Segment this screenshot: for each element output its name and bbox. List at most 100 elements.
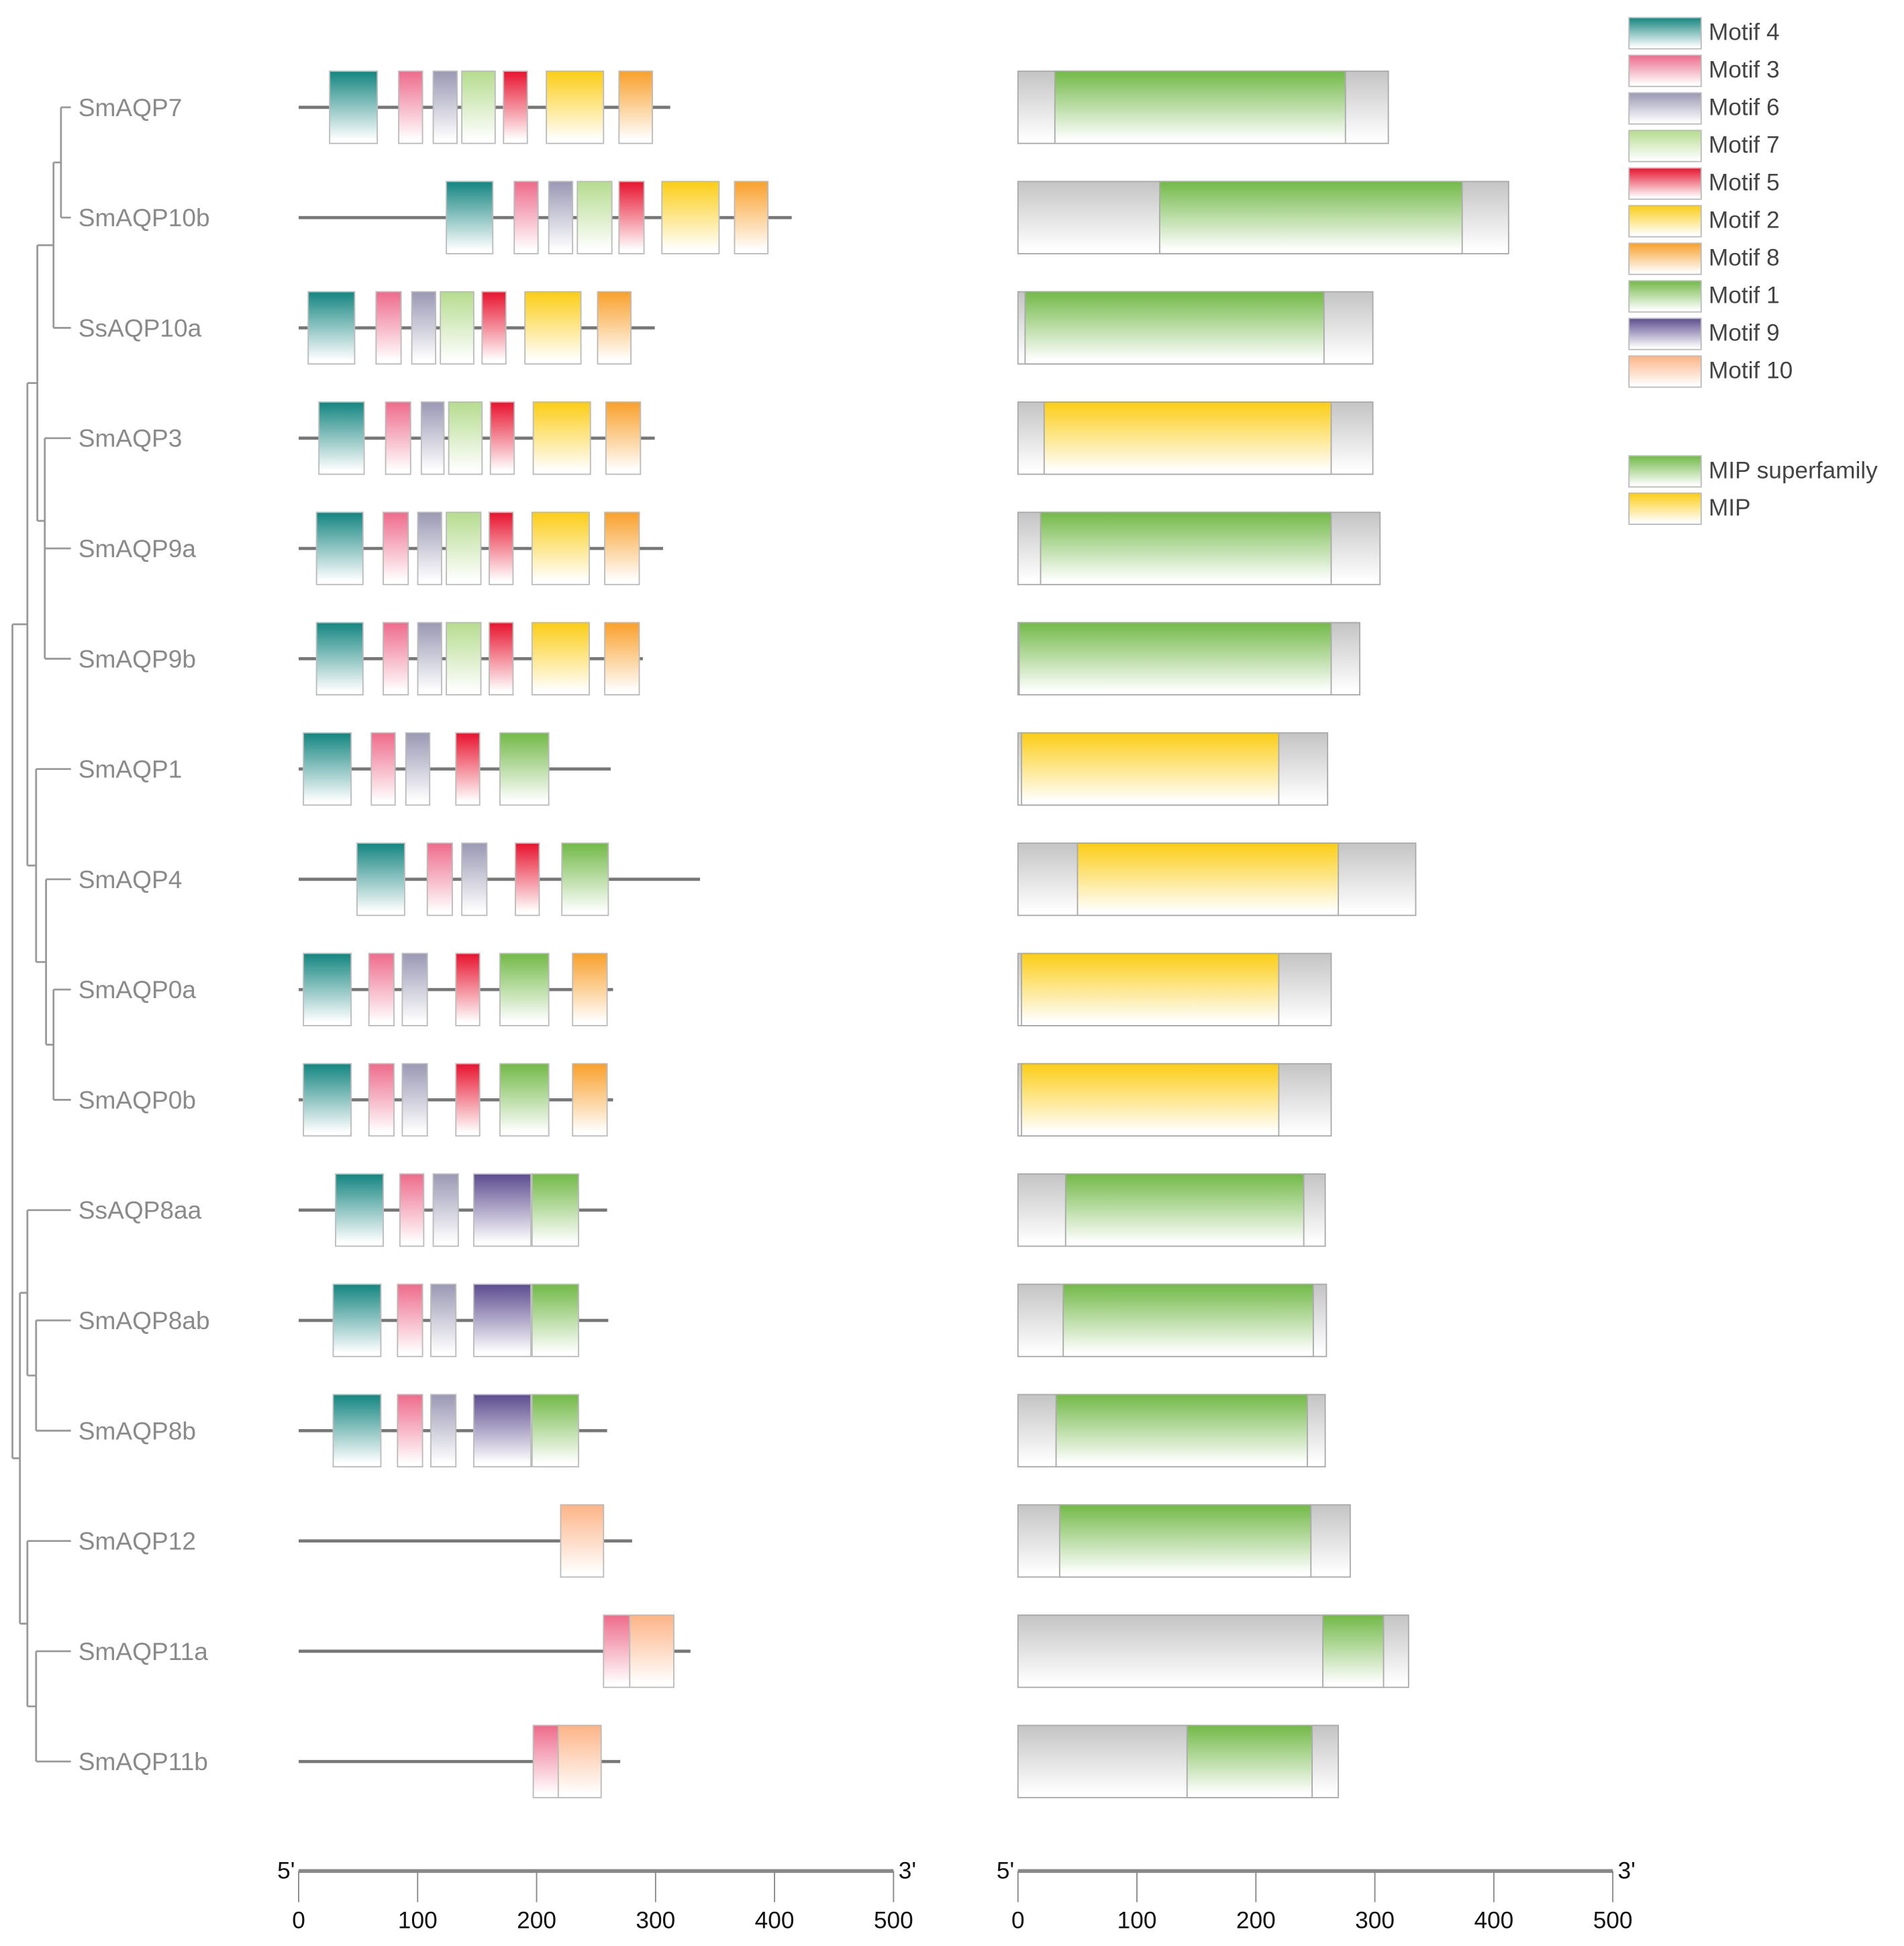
gene-row: SmAQP0a [79, 953, 1332, 1026]
motif-m8-box [734, 181, 769, 254]
motif-m6-box [417, 512, 442, 585]
legend-swatch [1628, 455, 1702, 488]
motif-m4-box [303, 1063, 352, 1137]
motif-m3-box [385, 401, 411, 475]
motif-m3-box [368, 953, 395, 1026]
legend-item: Motif 4 [1628, 17, 1780, 50]
motif-m1-box [531, 1283, 579, 1357]
motif-m6-box [401, 953, 428, 1026]
motif-m5-box [503, 70, 528, 144]
gene-row: SmAQP11b [79, 1724, 1340, 1798]
gene-label: SmAQP9a [79, 534, 197, 563]
domain-panel-axis: 0 100 200 300 400 500 5' 3' [997, 1857, 1636, 1933]
motif-m1-box [531, 1394, 579, 1468]
motif-m4-box [335, 1173, 384, 1247]
motif-m5-box [618, 181, 645, 254]
gene-label: SmAQP12 [79, 1527, 196, 1555]
legend-item: Motif 7 [1628, 130, 1780, 162]
motif-m5-box [489, 622, 514, 696]
gene-label: SmAQP7 [79, 93, 183, 121]
axis-end-label: 3' [1618, 1857, 1636, 1884]
mip-domain [1021, 732, 1280, 806]
legend-label: Motif 7 [1709, 132, 1780, 158]
legend-swatch [1628, 242, 1702, 275]
gene-row: SmAQP12 [79, 1504, 1351, 1578]
motif-m3-box [397, 1283, 423, 1357]
legend-label: Motif 8 [1709, 245, 1780, 271]
motif-m7-box [446, 512, 482, 585]
gene-label: SmAQP0a [79, 975, 197, 1004]
motif-m3-box [375, 291, 402, 365]
motif-m4-box [356, 842, 405, 916]
motif-m1-box [499, 953, 550, 1026]
mip-superfamily-domain [1058, 1504, 1312, 1578]
legend-item: Motif 9 [1628, 318, 1780, 350]
gene-rows: SmAQP7 SmAQP10b SsAQP10a SmAQP3 SmAQP9a SmAQP… [79, 70, 1509, 1798]
legend-item: Motif 3 [1628, 54, 1780, 87]
motif-m7-box [461, 70, 496, 144]
mip-superfamily-domain [1018, 622, 1332, 696]
motif-m2-box [524, 291, 582, 365]
motif-m4-box [318, 401, 365, 475]
motif-m7-box [577, 181, 613, 254]
motif-m5-box [515, 842, 540, 916]
mip-superfamily-domain [1322, 1614, 1385, 1688]
gene-label: SmAQP8b [79, 1416, 196, 1445]
motif-m4-box [315, 622, 364, 696]
motif-m6-box [417, 622, 442, 696]
motif-m3-box [368, 1063, 395, 1137]
motif-m8-box [605, 401, 642, 475]
motif-m5-box [455, 1063, 481, 1137]
motif-m5-box [489, 401, 515, 475]
tick-label: 300 [1355, 1908, 1395, 1934]
tick-label: 500 [874, 1908, 913, 1934]
gene-label: SmAQP0b [79, 1085, 196, 1114]
motif-m3-box [513, 181, 539, 254]
motif-m6-box [432, 70, 458, 144]
gene-row: SmAQP0b [79, 1063, 1332, 1137]
motif-m4-box [303, 953, 352, 1026]
mip-superfamily-domain [1040, 512, 1332, 585]
legend-label: Motif 1 [1709, 283, 1780, 309]
motif-m3-box [532, 1724, 559, 1798]
legend-swatch [1628, 17, 1702, 50]
legend-swatch [1628, 205, 1702, 238]
legend: Motif 4 Motif 3 Motif 6 Motif 7 Motif 5 Motif… [1628, 17, 1878, 525]
gene-row: SmAQP11a [79, 1614, 1409, 1688]
legend-label: Motif 9 [1709, 320, 1780, 346]
motif-m3-box [383, 512, 409, 585]
legend-swatch [1628, 280, 1702, 313]
tick-label: 100 [398, 1908, 438, 1934]
motif-m9-box [472, 1283, 532, 1357]
motif-m3-box [399, 1173, 425, 1247]
motif-m3-box [426, 842, 453, 916]
legend-item: Motif 6 [1628, 92, 1780, 125]
motif-m6-box [461, 842, 488, 916]
legend-item: Motif 1 [1628, 280, 1780, 313]
legend-item: Motif 8 [1628, 242, 1780, 275]
motif-m1-box [561, 842, 609, 916]
motif-m9-box [472, 1173, 532, 1247]
mip-superfamily-domain [1054, 70, 1346, 144]
gene-row: SmAQP10b [79, 181, 1509, 254]
motif-m10-box [629, 1614, 674, 1688]
motif-m1-box [499, 732, 550, 806]
tick-label: 0 [292, 1908, 305, 1934]
motif-m6-box [430, 1394, 457, 1468]
tick-label: 500 [1593, 1908, 1633, 1934]
gene-row: SmAQP1 [79, 732, 1329, 806]
legend-label: MIP superfamily [1709, 457, 1878, 483]
legend-label: Motif 6 [1709, 95, 1780, 121]
tick-label: 0 [1011, 1908, 1025, 1934]
gene-label: SmAQP11b [79, 1747, 208, 1775]
motif-m1-box [531, 1173, 579, 1247]
gene-label: SmAQP3 [79, 424, 183, 452]
legend-label: Motif 10 [1709, 358, 1793, 384]
gene-label: SsAQP8aa [79, 1196, 202, 1224]
motif-m8-box [604, 622, 640, 696]
gene-label: SmAQP1 [79, 755, 183, 783]
motif-m5-box [455, 953, 481, 1026]
tick-label: 400 [1474, 1908, 1513, 1934]
mip-superfamily-domain [1159, 181, 1463, 254]
